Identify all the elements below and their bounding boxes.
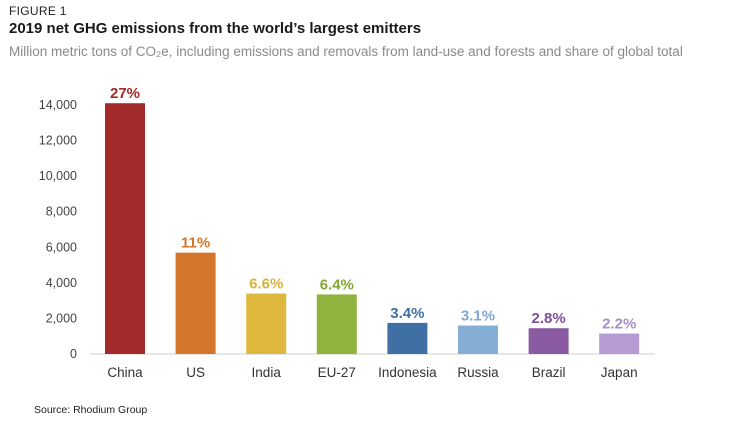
- category-label: China: [107, 365, 143, 380]
- category-label: Indonesia: [378, 365, 437, 380]
- y-tick-label: 4,000: [46, 276, 77, 290]
- y-tick-label: 2,000: [46, 311, 77, 325]
- data-label: 3.4%: [390, 305, 424, 322]
- data-labels: 27% 11% 6.6% 6.4% 3.4% 3.1% 2.8% 2.2%: [110, 85, 636, 332]
- bar-eu-27: [316, 294, 357, 354]
- bars: [105, 103, 640, 354]
- category-label: US: [186, 365, 205, 380]
- bar-us: [175, 252, 216, 354]
- category-label: Russia: [457, 365, 499, 380]
- category-label: India: [252, 365, 282, 380]
- bar-indonesia: [387, 322, 428, 354]
- category-label: Japan: [601, 365, 638, 380]
- y-tick-label: 12,000: [39, 134, 77, 148]
- category-label: EU-27: [318, 365, 356, 380]
- source-note: Source: Rhodium Group: [34, 404, 148, 416]
- bar-japan: [599, 333, 640, 354]
- bar-brazil: [528, 328, 569, 354]
- y-tick-label: 8,000: [46, 205, 77, 219]
- data-label: 6.4%: [320, 276, 354, 293]
- data-label: 27%: [110, 85, 140, 102]
- category-label: Brazil: [532, 365, 566, 380]
- data-label: 11%: [181, 235, 210, 252]
- data-label: 3.1%: [461, 308, 495, 325]
- y-tick-label: 0: [70, 347, 77, 361]
- chart-title: 2019 net GHG emissions from the world’s …: [9, 20, 422, 37]
- y-tick-label: 14,000: [39, 98, 77, 112]
- y-axis-ticks: 0 2,000 4,000 6,000 8,000 10,000 12,000 14,000: [39, 98, 77, 361]
- y-tick-label: 10,000: [39, 169, 77, 183]
- data-label: 6.6%: [249, 276, 283, 293]
- chart-subtitle: Million metric tons of CO₂e, including e…: [9, 44, 683, 59]
- figure-label: FIGURE 1: [9, 4, 67, 18]
- data-label: 2.2%: [602, 316, 636, 333]
- bar-russia: [458, 325, 498, 354]
- data-label: 2.8%: [531, 310, 565, 327]
- bar-india: [246, 293, 287, 354]
- bar-china: [105, 103, 145, 354]
- x-axis-categories: China US India EU-27 Indonesia Russia Brazil Ja…: [107, 365, 637, 380]
- y-tick-label: 6,000: [46, 240, 77, 254]
